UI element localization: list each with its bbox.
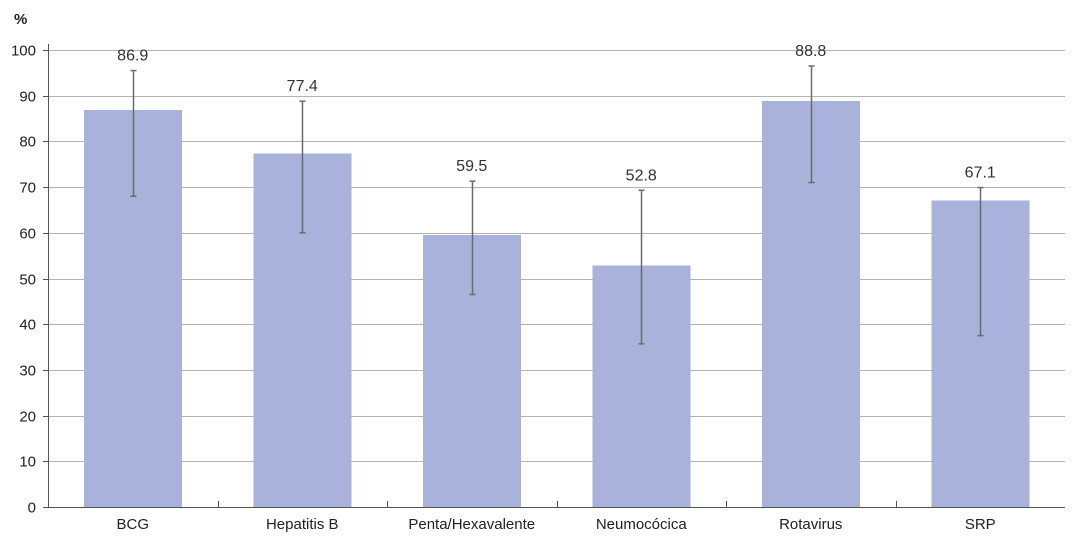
x-tick-label: Neumocócica (596, 516, 688, 533)
data-label: 86.9 (117, 48, 148, 65)
y-tick-label: 80 (19, 134, 36, 151)
axes (43, 44, 1065, 508)
y-tick-label: 100 (11, 43, 36, 60)
y-tick-label: 0 (28, 500, 36, 517)
bars (83, 101, 1030, 508)
data-label: 59.5 (456, 158, 487, 175)
y-tick-label: 90 (19, 89, 36, 106)
data-label: 88.8 (795, 43, 826, 60)
data-label: 67.1 (965, 165, 996, 182)
x-tick-label: Rotavirus (779, 516, 842, 533)
y-tick-label: 30 (19, 363, 36, 380)
y-tick-label: 50 (19, 272, 36, 289)
y-tick-label: 20 (19, 409, 36, 426)
data-label: 77.4 (287, 78, 318, 95)
y-tick-label: 40 (19, 317, 36, 334)
y-axis-unit-label: % (14, 11, 27, 28)
x-tick-label: Hepatitis B (266, 516, 339, 533)
labels: 0 10 20 30 40 50 60 70 80 90 100 86.9 BCG 77.4 Hepatit… (11, 43, 996, 534)
x-tick-label: Penta/Hexavalente (408, 516, 535, 533)
error-bars (130, 65, 984, 345)
y-tick-label: 10 (19, 454, 36, 471)
x-tick-label: SRP (965, 516, 996, 533)
gridlines (48, 50, 1065, 462)
x-tick-label: BCG (116, 516, 149, 533)
y-tick-label: 70 (19, 180, 36, 197)
data-label: 52.8 (626, 167, 657, 184)
y-tick-label: 60 (19, 226, 36, 243)
